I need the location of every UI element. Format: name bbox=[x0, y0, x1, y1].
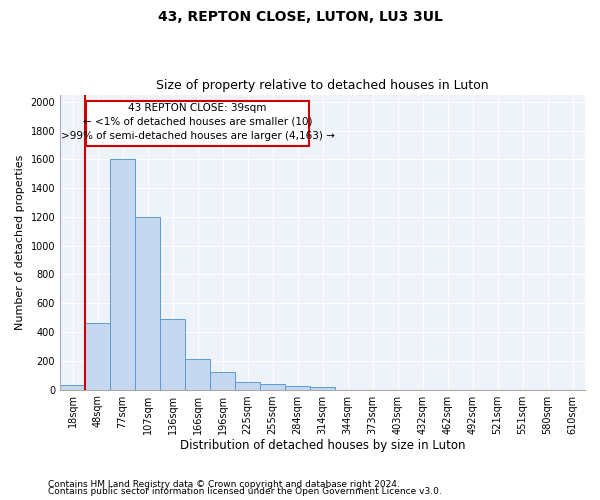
Bar bbox=[235, 382, 260, 390]
Bar bbox=[260, 384, 285, 390]
Bar bbox=[285, 386, 310, 390]
Text: >99% of semi-detached houses are larger (4,163) →: >99% of semi-detached houses are larger … bbox=[61, 130, 334, 140]
Text: ← <1% of detached houses are smaller (10): ← <1% of detached houses are smaller (10… bbox=[83, 117, 312, 127]
Bar bbox=[60, 384, 85, 390]
Title: Size of property relative to detached houses in Luton: Size of property relative to detached ho… bbox=[156, 79, 489, 92]
Y-axis label: Number of detached properties: Number of detached properties bbox=[15, 154, 25, 330]
Bar bbox=[110, 160, 135, 390]
X-axis label: Distribution of detached houses by size in Luton: Distribution of detached houses by size … bbox=[180, 440, 465, 452]
Text: 43, REPTON CLOSE, LUTON, LU3 3UL: 43, REPTON CLOSE, LUTON, LU3 3UL bbox=[158, 10, 442, 24]
Bar bbox=[185, 360, 210, 390]
Text: 43 REPTON CLOSE: 39sqm: 43 REPTON CLOSE: 39sqm bbox=[128, 104, 267, 114]
Bar bbox=[160, 319, 185, 390]
Bar bbox=[85, 324, 110, 390]
Bar bbox=[310, 387, 335, 390]
Bar bbox=[135, 217, 160, 390]
Text: Contains public sector information licensed under the Open Government Licence v3: Contains public sector information licen… bbox=[48, 487, 442, 496]
Text: Contains HM Land Registry data © Crown copyright and database right 2024.: Contains HM Land Registry data © Crown c… bbox=[48, 480, 400, 489]
FancyBboxPatch shape bbox=[86, 101, 309, 146]
Bar bbox=[210, 372, 235, 390]
